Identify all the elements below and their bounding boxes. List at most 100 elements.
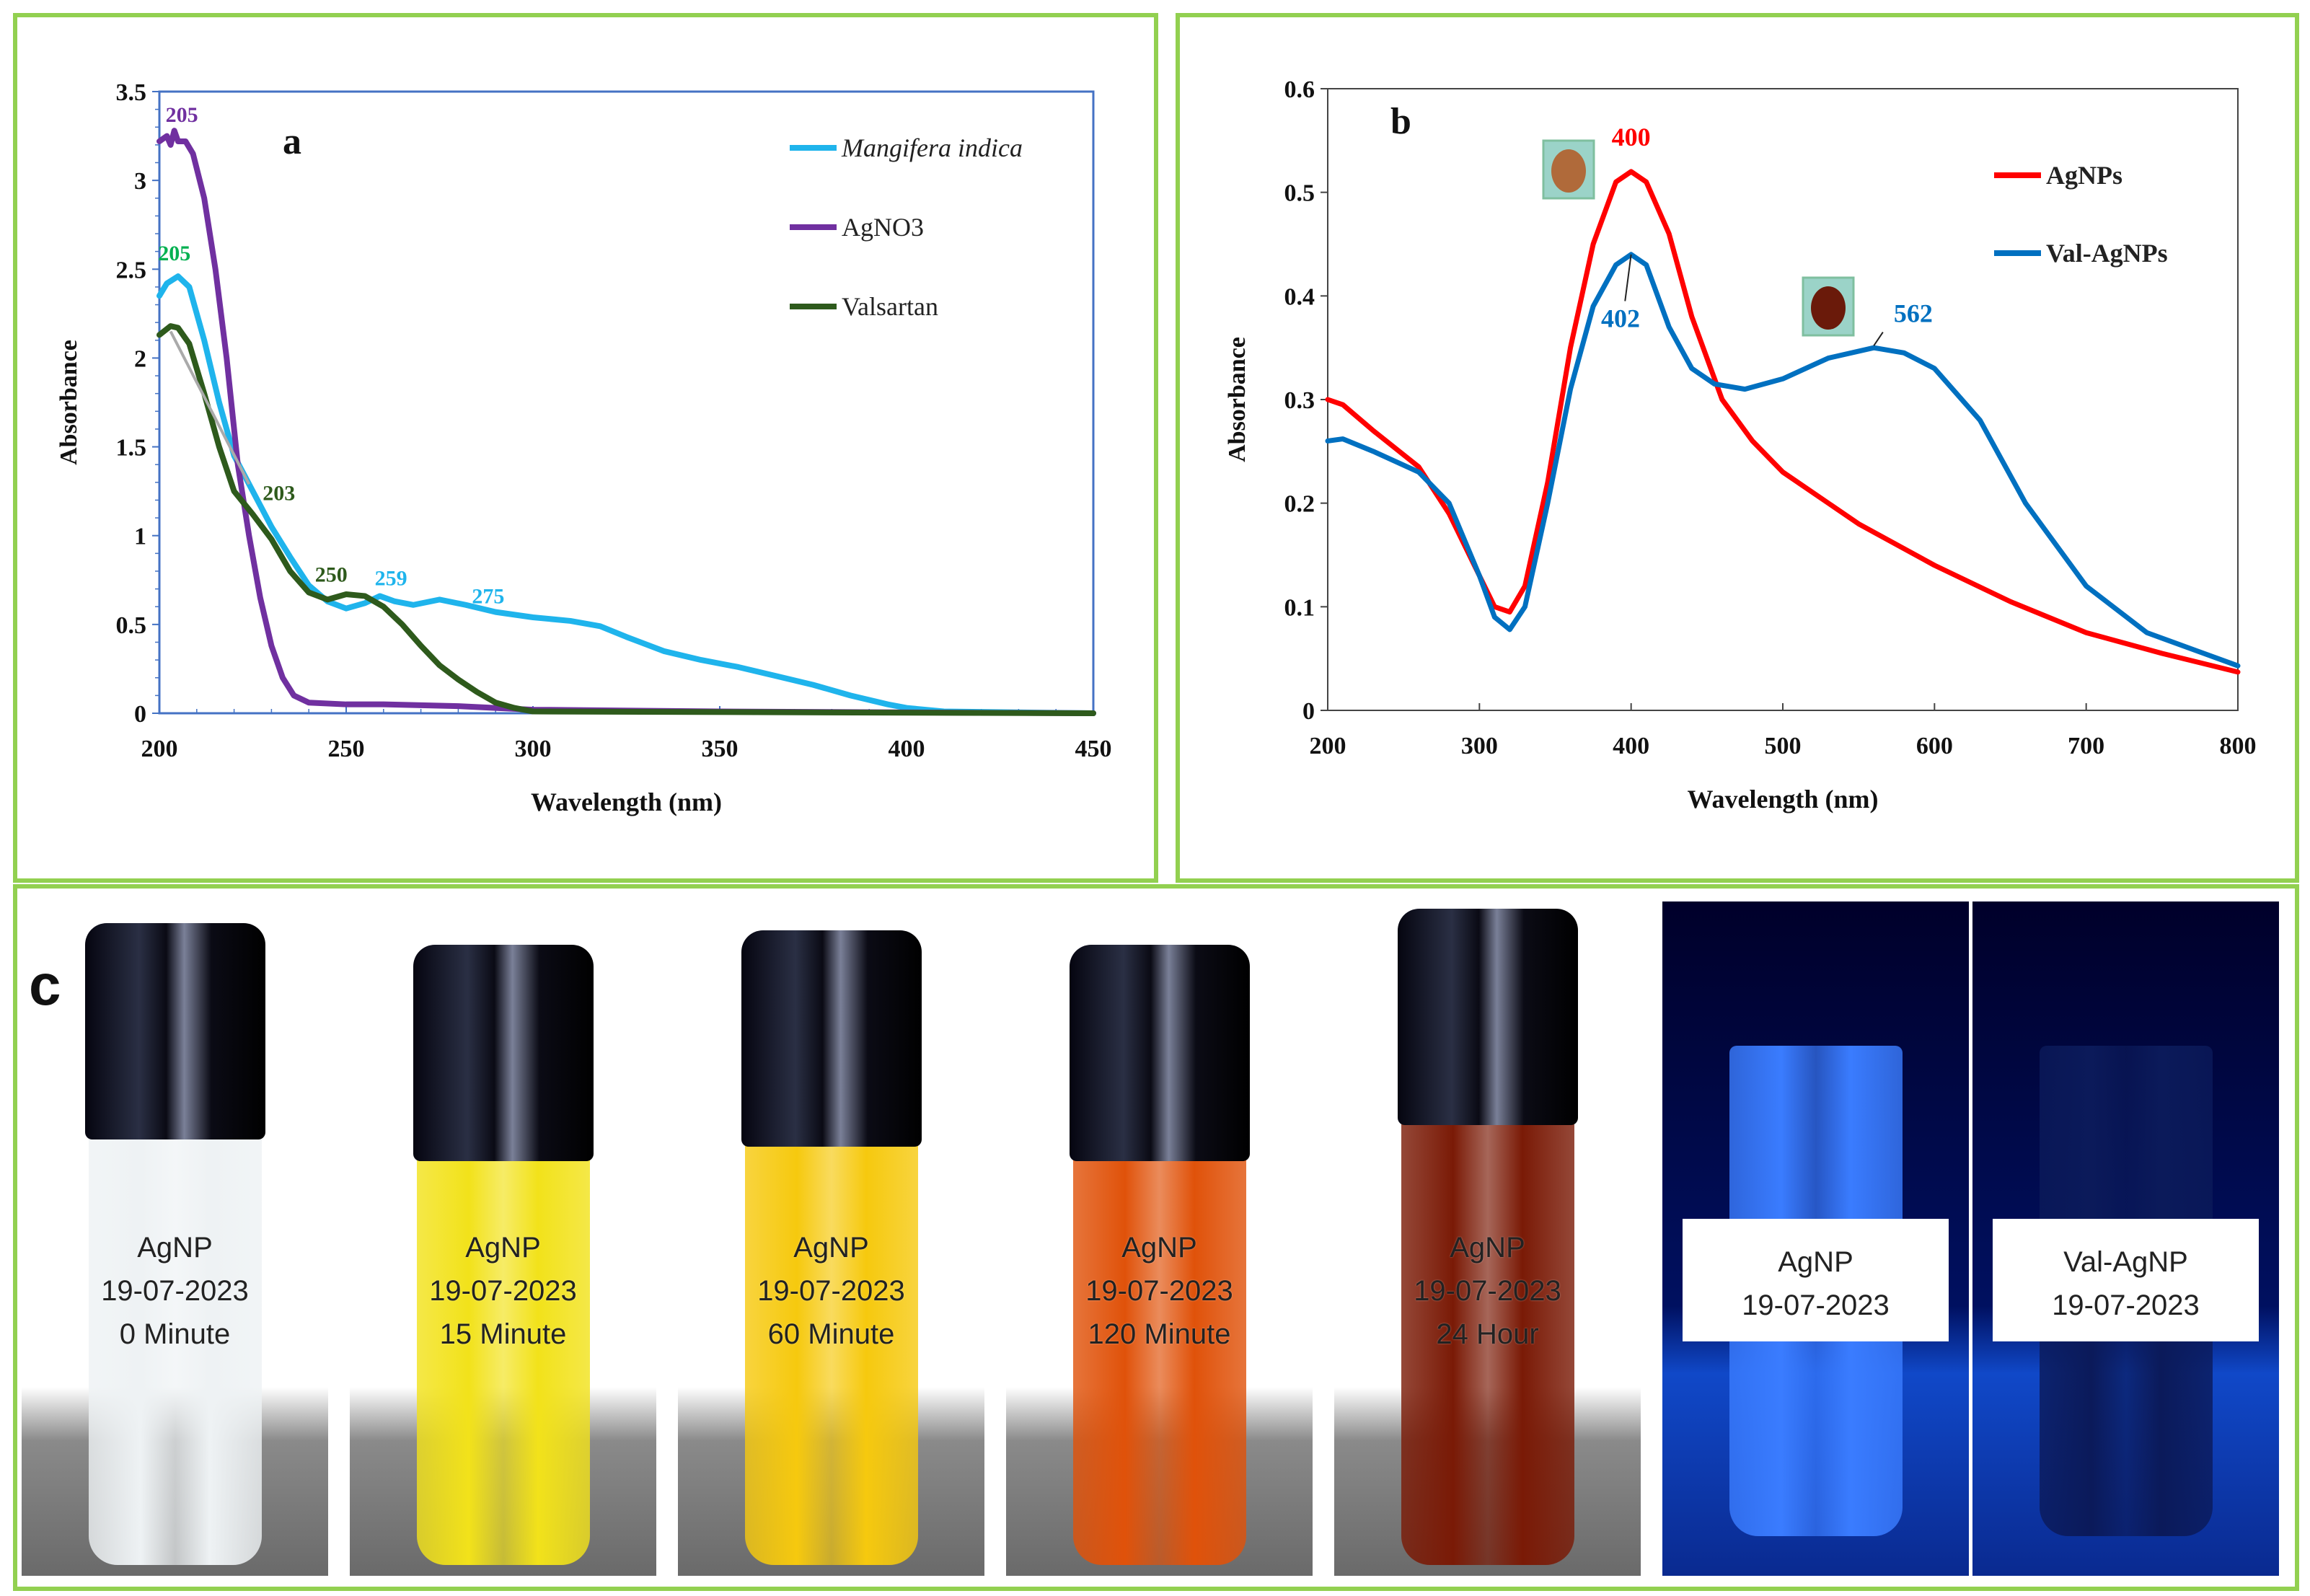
legend-label: AgNO3 — [842, 213, 924, 242]
panel-c-label: c — [29, 953, 61, 1017]
vial-label-line3: 24 Hour — [1436, 1318, 1539, 1350]
vial-photo: AgNP 19-07-2023 — [1662, 901, 1969, 1576]
x-tick-label: 300 — [1461, 733, 1498, 759]
uv-vis-charts: 200 250 300 350 400 450 0 0.5 1 1.5 2 2.5 3 3.5 Wavele… — [56, 76, 2257, 816]
y-axis-label: Absorbance — [56, 340, 82, 465]
vial-label-line2: 19-07-2023 — [1414, 1275, 1561, 1307]
vial-label: AgNP 19-07-2023 — [1662, 1240, 1969, 1327]
vial-label-line1: AgNP — [137, 1232, 213, 1264]
y-tick-label: 2 — [134, 345, 146, 372]
panel-c-frame — [13, 884, 2299, 1591]
vial-photo: AgNP 19-07-2023 0 Minute — [22, 901, 328, 1576]
vial-photo: AgNP 19-07-2023 60 Minute — [678, 901, 984, 1576]
series-line-agnps — [1325, 169, 2241, 675]
label-card — [1683, 1219, 1949, 1341]
vial-label: AgNP 19-07-2023 24 Hour — [1334, 1226, 1641, 1356]
y-tick-label: 0.6 — [1284, 76, 1315, 103]
vial-label-line3: 0 Minute — [119, 1318, 231, 1350]
y-tick-label: 0.5 — [116, 612, 147, 639]
peak-label: 203 — [263, 481, 295, 505]
y-tick-label: 3 — [134, 168, 146, 195]
peak-label: 205 — [158, 242, 190, 265]
vial-label-line1: AgNP — [1778, 1246, 1853, 1278]
series-line-val-agnps — [1325, 252, 2241, 669]
y-tick-label: 0 — [1302, 698, 1315, 725]
vial-liquid — [416, 1118, 590, 1565]
y-tick-label: 3.5 — [116, 79, 147, 106]
y-tick-label: 0.3 — [1284, 387, 1315, 414]
y-tick-label: 1 — [134, 524, 146, 550]
series-line-valsartan — [157, 323, 1096, 716]
panel-label: a — [283, 121, 301, 162]
annotation-leader — [169, 330, 251, 485]
series-line-agno3 — [157, 128, 1096, 716]
vial-photo: AgNP 19-07-2023 15 Minute — [350, 901, 656, 1576]
panel-label: b — [1390, 101, 1411, 142]
vial-label-line1: AgNP — [1450, 1232, 1525, 1264]
x-tick-label: 700 — [2068, 733, 2104, 759]
vial-label-line2: 19-07-2023 — [429, 1275, 577, 1307]
x-tick-label: 600 — [1916, 733, 1953, 759]
vial-thumbnail-icon — [1811, 286, 1846, 330]
x-tick-label: 800 — [2220, 733, 2257, 759]
x-tick-label: 450 — [1075, 736, 1112, 762]
vial-label-line3: 60 Minute — [767, 1318, 895, 1350]
chart-a: 200 250 300 350 400 450 0 0.5 1 1.5 2 2.5 3 3.5 Wavele… — [56, 79, 1112, 816]
y-tick-label: 0.2 — [1284, 491, 1315, 518]
vial-label: AgNP 19-07-2023 120 Minute — [1006, 1226, 1313, 1356]
y-tick-label: 0.1 — [1284, 594, 1315, 621]
vial-label: AgNP 19-07-2023 60 Minute — [678, 1226, 984, 1356]
y-tick-label: 1.5 — [116, 435, 147, 462]
vial-photo: Val-AgNP 19-07-2023 — [1972, 901, 2279, 1576]
vial-label-line2: 19-07-2023 — [757, 1275, 905, 1307]
vial-label-line1: AgNP — [1121, 1232, 1197, 1264]
x-tick-label: 200 — [1310, 733, 1346, 759]
peak-label: 402 — [1601, 304, 1640, 332]
vial-cap — [741, 930, 922, 1147]
vial-label: AgNP 19-07-2023 15 Minute — [350, 1226, 656, 1356]
peak-label: 275 — [472, 584, 504, 608]
x-tick-label: 500 — [1765, 733, 1802, 759]
panel-b-frame — [1176, 13, 2299, 883]
panel-a-frame — [13, 13, 1158, 883]
y-tick-label: 0 — [134, 701, 146, 728]
annotation-leader — [1624, 254, 1632, 301]
chart-b: 200 300 400 500 600 700 800 0 0.1 0.2 0.3 0.4 0.5 0.6… — [1224, 76, 2257, 814]
vial-label-line3: 15 Minute — [439, 1318, 567, 1350]
vial-liquid — [88, 1118, 262, 1565]
vial-label-line3: 120 Minute — [1088, 1318, 1231, 1350]
vial-cap — [413, 945, 594, 1161]
vial-label: AgNP 19-07-2023 0 Minute — [22, 1226, 328, 1356]
peak-label: 250 — [315, 563, 348, 587]
vial-label-line2: 19-07-2023 — [2052, 1289, 2200, 1321]
x-tick-label: 200 — [141, 736, 178, 762]
peak-label: 562 — [1894, 299, 1933, 327]
peak-label: 400 — [1612, 123, 1651, 151]
x-tick-label: 400 — [1613, 733, 1649, 759]
y-axis-label: Absorbance — [1224, 337, 1251, 462]
vial-label-line1: Val-AgNP — [2063, 1246, 2188, 1278]
x-tick-label: 350 — [702, 736, 739, 762]
x-tick-label: 250 — [328, 736, 365, 762]
vial-thumbnail-icon — [1551, 149, 1586, 193]
vial-photo: AgNP 19-07-2023 24 Hour — [1334, 901, 1641, 1576]
vial-label-line2: 19-07-2023 — [101, 1275, 249, 1307]
legend-label: Mangifera indica — [841, 133, 1023, 162]
plot-area — [158, 90, 1095, 715]
vial-cap — [1069, 945, 1250, 1161]
legend-label: AgNPs — [2046, 161, 2122, 190]
vial-cap — [1397, 909, 1578, 1125]
x-axis-label: Wavelength (nm) — [1688, 785, 1879, 814]
vial-label: Val-AgNP 19-07-2023 — [1972, 1240, 2279, 1327]
y-tick-label: 0.5 — [1284, 180, 1315, 207]
vial-label-line1: AgNP — [793, 1232, 869, 1264]
vial-photo: AgNP 19-07-2023 120 Minute — [1006, 901, 1313, 1576]
vial-cap — [84, 923, 265, 1139]
vial-liquid — [744, 1118, 918, 1565]
x-tick-label: 300 — [515, 736, 552, 762]
vial-liquid — [1401, 1118, 1574, 1565]
legend-label: Val-AgNPs — [2046, 239, 2168, 268]
label-card — [1993, 1219, 2259, 1341]
peak-label: 259 — [375, 567, 407, 591]
vial-label-line2: 19-07-2023 — [1742, 1289, 1890, 1321]
